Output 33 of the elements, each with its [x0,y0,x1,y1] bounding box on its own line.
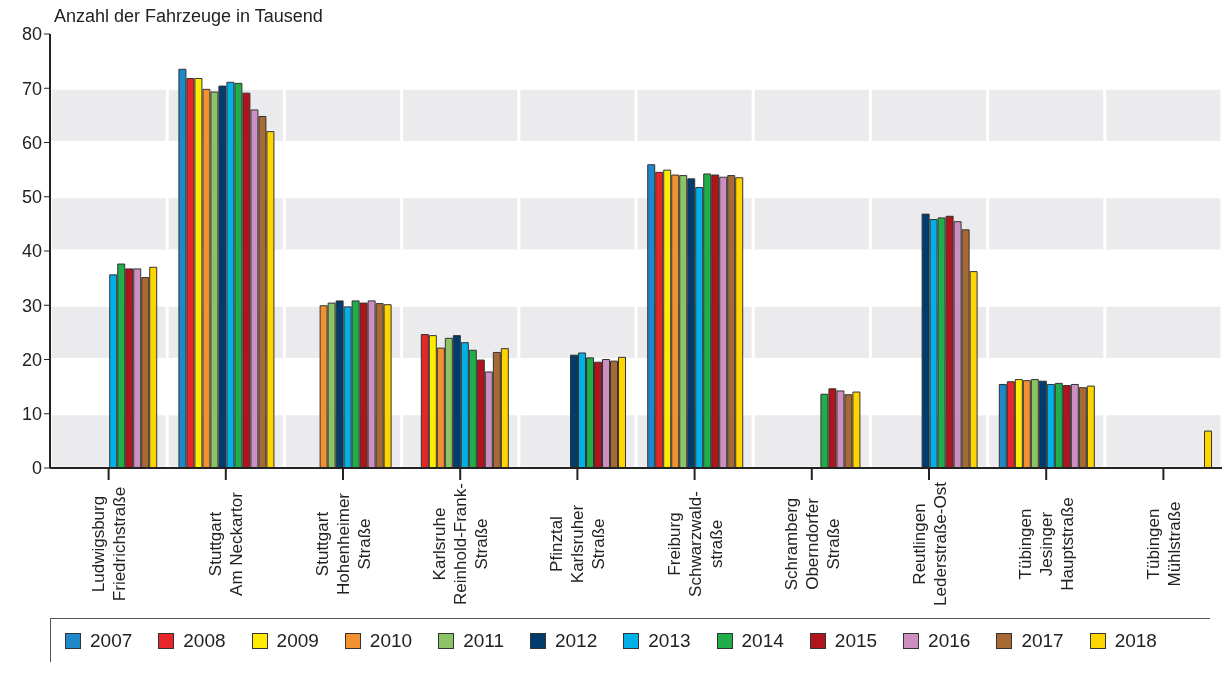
x-tick-label: Stuttgart Am Neckartor [206,491,247,596]
y-tick-label: 10 [21,404,42,425]
legend-label: 2015 [834,629,878,652]
y-tick-label: 0 [31,458,42,479]
x-tick-label: Pfinztal Karlsruher Straße [547,504,609,584]
x-tick-label: Ludwigsburg Friedrichstraße [89,486,130,602]
y-tick-label: 60 [21,132,42,153]
legend-label: 2013 [648,629,691,652]
y-tick-label: 80 [21,24,42,45]
x-tick-label: Freiburg Schwarzwald- straße [664,491,726,597]
x-tick-label: Reutlingen Lederstraße-Ost [909,481,950,606]
y-tick-label: 40 [21,241,42,262]
y-tick-label: 30 [21,295,42,316]
legend-label: 2016 [928,629,971,652]
legend-label: 2014 [741,629,784,652]
legend-label: 2017 [1021,629,1064,652]
x-tick-label: Tübingen Mühlstraße [1143,501,1184,587]
legend-label: 2010 [369,629,413,652]
bar [1204,430,1213,468]
legend-label: 2009 [276,629,319,652]
y-tick-label: 20 [21,349,42,370]
y-axis-title: Anzahl der Fahrzeuge in Tausend [54,6,323,27]
legend-label: 2011 [463,629,504,652]
x-tick-label: Tübingen Jesinger Hauptstraße [1016,497,1078,591]
y-tick-label: 70 [21,78,42,99]
x-tick-label: Stuttgart Hohenheimer Straße [313,492,374,596]
x-tick-label: Schramberg Oberndorfer Straße [781,497,843,591]
legend-label: 2012 [554,629,598,652]
legend-label: 2018 [1114,629,1157,652]
legend-label: 2007 [90,629,133,652]
legend-label: 2008 [183,629,226,652]
y-tick-label: 50 [21,187,42,208]
x-tick-label: Karlsruhe Reinhold-Frank- Straße [430,483,492,605]
